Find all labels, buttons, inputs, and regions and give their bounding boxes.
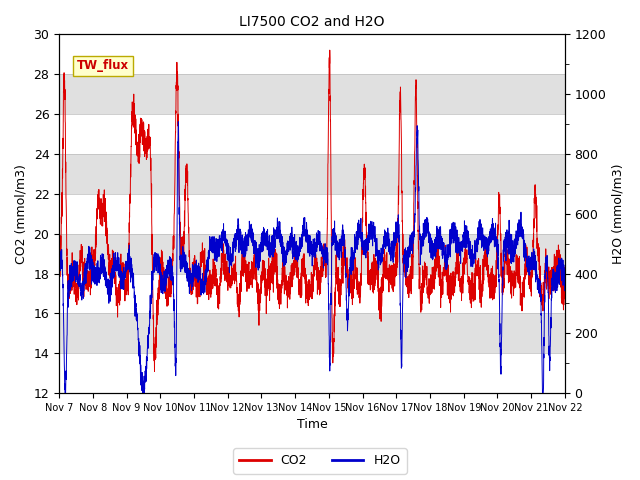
Bar — [59, 154, 565, 194]
Text: TW_flux: TW_flux — [77, 60, 129, 72]
Legend: CO2, H2O: CO2, H2O — [233, 448, 407, 474]
Bar — [59, 353, 565, 393]
Bar — [59, 114, 565, 154]
Title: LI7500 CO2 and H2O: LI7500 CO2 and H2O — [239, 15, 385, 29]
Bar — [59, 74, 565, 114]
Bar — [59, 313, 565, 353]
Bar — [59, 234, 565, 274]
X-axis label: Time: Time — [296, 419, 328, 432]
Bar — [59, 194, 565, 234]
Y-axis label: CO2 (mmol/m3): CO2 (mmol/m3) — [15, 164, 28, 264]
Y-axis label: H2O (mmol/m3): H2O (mmol/m3) — [612, 164, 625, 264]
Bar — [59, 35, 565, 74]
Bar — [59, 274, 565, 313]
